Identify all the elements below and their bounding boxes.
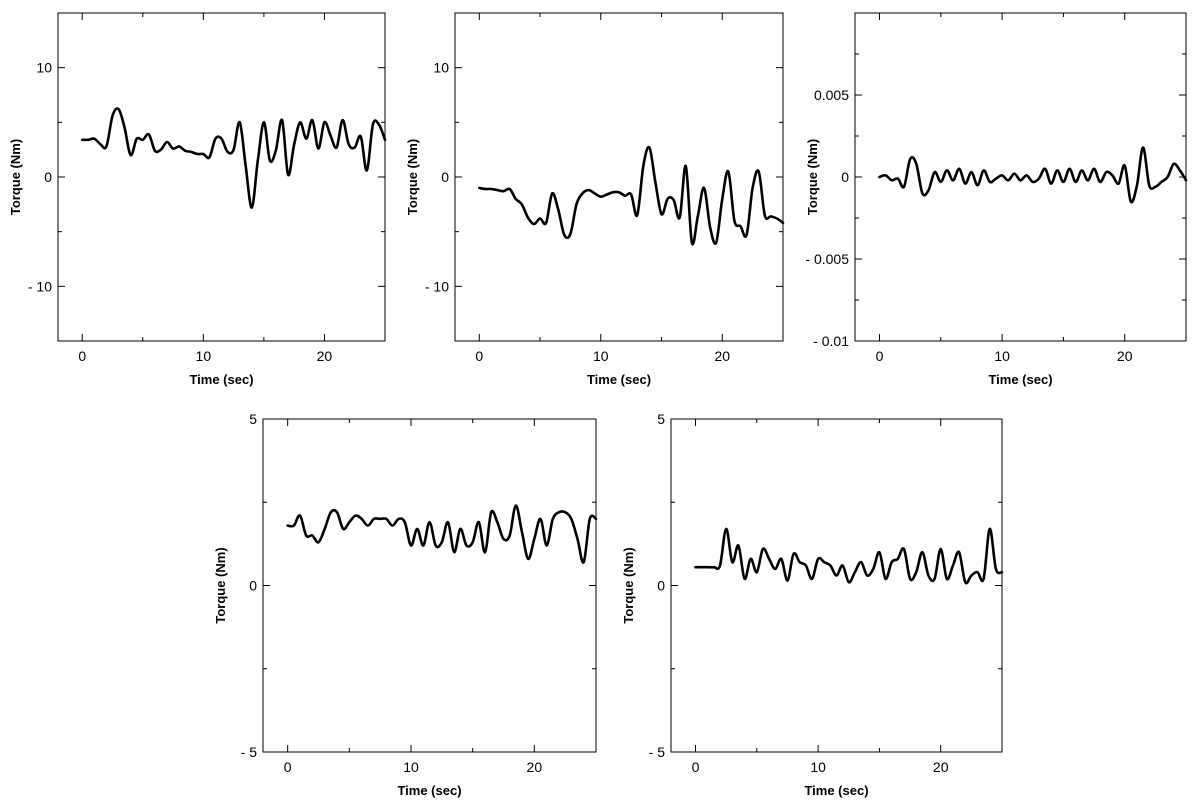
x-tick-label: 20 bbox=[714, 348, 730, 364]
y-tick-label: 10 bbox=[433, 60, 449, 76]
y-tick-label: 0 bbox=[841, 169, 849, 185]
x-tick-label: 10 bbox=[403, 759, 419, 775]
panel-4: 0 10 20 - 5 0 5 Time (sec) Torque (Nm) bbox=[213, 411, 598, 798]
x-tick-label: 10 bbox=[994, 348, 1010, 364]
y-tick-label: 0 bbox=[441, 169, 449, 185]
x-tick-label: 10 bbox=[810, 759, 826, 775]
y-tick-label: - 0.005 bbox=[805, 251, 849, 267]
panel-2: 0 10 20 - 10 0 10 Time (sec) Torque (Nm) bbox=[405, 12, 785, 387]
x-tick-label: 10 bbox=[196, 348, 212, 364]
y-axis-label: Torque (Nm) bbox=[405, 139, 420, 215]
y-tick-label: - 5 bbox=[649, 744, 666, 760]
plot-frame bbox=[57, 12, 386, 342]
x-axis-label: Time (sec) bbox=[189, 372, 253, 387]
torque-series-line bbox=[878, 146, 1188, 204]
x-tick-label: 20 bbox=[1117, 348, 1133, 364]
x-tick-label: 10 bbox=[593, 348, 609, 364]
y-tick-label: 0 bbox=[249, 578, 257, 594]
y-tick-label: 5 bbox=[249, 411, 257, 427]
torque-series-line bbox=[286, 504, 598, 564]
y-axis-label: Torque (Nm) bbox=[213, 547, 228, 623]
x-tick-label: 20 bbox=[317, 348, 333, 364]
x-tick-label: 0 bbox=[692, 759, 700, 775]
y-tick-label: 0 bbox=[44, 169, 52, 185]
y-tick-label: 5 bbox=[657, 411, 665, 427]
y-tick-label: - 10 bbox=[28, 278, 52, 294]
y-axis-label: Torque (Nm) bbox=[8, 139, 23, 215]
torque-series-line bbox=[80, 107, 387, 209]
plot-frame bbox=[670, 418, 1003, 753]
y-tick-label: 0 bbox=[657, 578, 665, 594]
x-axis-label: Time (sec) bbox=[587, 372, 651, 387]
x-tick-label: 0 bbox=[284, 759, 292, 775]
plot-frame bbox=[854, 12, 1187, 342]
torque-series-line bbox=[694, 527, 1004, 585]
plot-frame bbox=[454, 12, 784, 342]
y-tick-label: - 5 bbox=[241, 744, 258, 760]
x-tick-label: 0 bbox=[475, 348, 483, 364]
plot-frame bbox=[262, 418, 597, 753]
x-tick-label: 20 bbox=[527, 759, 543, 775]
y-tick-label: 10 bbox=[36, 60, 52, 76]
x-tick-label: 20 bbox=[933, 759, 949, 775]
x-axis-label: Time (sec) bbox=[397, 783, 461, 798]
x-tick-label: 0 bbox=[78, 348, 86, 364]
panel-3: 0 10 20 - 0.01 - 0.005 0 0.005 Time (sec) Torque… bbox=[805, 12, 1188, 387]
y-axis-label: Torque (Nm) bbox=[805, 139, 820, 215]
y-axis-label: Torque (Nm) bbox=[621, 547, 636, 623]
x-axis-label: Time (sec) bbox=[988, 372, 1052, 387]
x-tick-label: 0 bbox=[876, 348, 884, 364]
y-tick-label: - 0.01 bbox=[813, 333, 849, 349]
panel-5: 0 10 20 - 5 0 5 Time (sec) Torque (Nm) bbox=[621, 411, 1004, 798]
torque-series-line bbox=[478, 145, 785, 246]
y-tick-label: 0.005 bbox=[814, 87, 849, 103]
y-tick-label: - 10 bbox=[425, 278, 449, 294]
panel-1: 0 10 20 - 10 0 10 Time (sec) Torque (Nm) bbox=[8, 12, 387, 387]
x-axis-label: Time (sec) bbox=[804, 783, 868, 798]
